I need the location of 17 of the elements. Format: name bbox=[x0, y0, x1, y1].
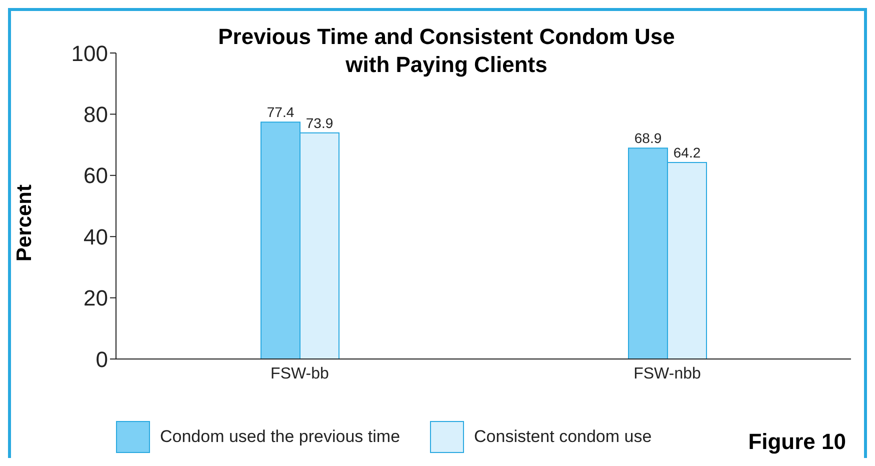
y-tick-label: 20 bbox=[84, 286, 108, 311]
chart-title: Previous Time and Consistent Condom Use with Paying Clients bbox=[218, 24, 675, 77]
y-tick-label: 100 bbox=[71, 40, 108, 66]
legend-label: Consistent condom use bbox=[474, 427, 652, 447]
y-tick-label: 0 bbox=[96, 346, 108, 372]
caption: Figure 10 bbox=[748, 429, 846, 455]
y-tick-label: 80 bbox=[84, 102, 108, 128]
data-label: 73.9 bbox=[306, 114, 334, 131]
y-tick-label: 60 bbox=[84, 163, 108, 188]
x-tick-label: FSW-bb bbox=[270, 365, 330, 382]
data-label: 64.2 bbox=[673, 144, 701, 161]
y-tick-label: 40 bbox=[84, 224, 108, 250]
x-tick-label: FSW-nbb bbox=[634, 365, 701, 382]
legend-label: Condom used the previous time bbox=[160, 427, 400, 447]
data-label: 77.4 bbox=[266, 104, 294, 120]
data-label: 68.9 bbox=[634, 130, 662, 146]
y-axis-title: Percent bbox=[13, 183, 37, 264]
